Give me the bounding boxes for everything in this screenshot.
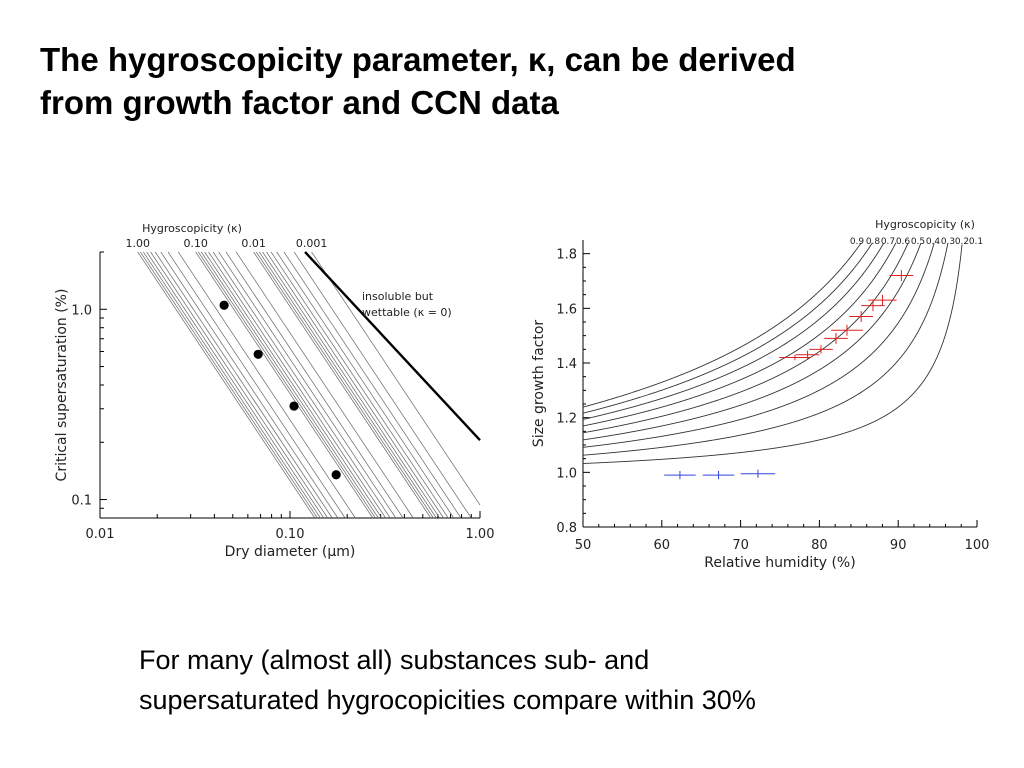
kappa-model-line bbox=[150, 251, 328, 519]
kappa-model-line bbox=[140, 251, 318, 519]
x-axis-label: Dry diameter (μm) bbox=[225, 544, 356, 560]
y-tick-label: 0.8 bbox=[556, 521, 577, 536]
x-axis-label: Relative humidity (%) bbox=[704, 555, 855, 571]
kappa-model-line bbox=[283, 251, 462, 519]
measured-point bbox=[219, 300, 229, 310]
caption-line-1: For many (almost all) substances sub- an… bbox=[139, 645, 650, 675]
top-tick-label: 0.5 bbox=[911, 237, 925, 247]
top-axis-label: Hygroscopicity (κ) bbox=[875, 218, 975, 231]
x-tick-label: 1.00 bbox=[466, 527, 495, 542]
top-tick-label: 0.9 bbox=[850, 237, 865, 247]
measured-point bbox=[289, 401, 299, 411]
kappa-model-line bbox=[208, 251, 386, 519]
kappa-model-line bbox=[270, 251, 449, 519]
top-tick-label: 0.7 bbox=[881, 237, 895, 247]
measured-point bbox=[253, 349, 263, 359]
insoluble-label-line-2: wettable (κ = 0) bbox=[362, 306, 452, 319]
x-tick-label: 80 bbox=[811, 538, 828, 553]
top-tick-label: 0.001 bbox=[296, 237, 328, 250]
kappa-curve bbox=[582, 243, 885, 420]
top-tick-label: 0.4 bbox=[926, 237, 941, 247]
kappa-model-line bbox=[262, 251, 440, 519]
top-tick-label: 0.2 bbox=[955, 237, 969, 247]
kappa-curve bbox=[582, 244, 963, 464]
top-tick-label: 0.10 bbox=[183, 237, 208, 250]
kappa-model-line bbox=[177, 251, 356, 519]
title-line-2: from growth factor and CCN data bbox=[40, 84, 559, 121]
kappa-model-line bbox=[225, 251, 404, 519]
kappa-curve bbox=[582, 242, 862, 408]
kappa-curve bbox=[582, 242, 873, 414]
kappa-model-line bbox=[143, 251, 321, 519]
kappa-model-line bbox=[195, 251, 374, 519]
kappa-curve bbox=[582, 243, 935, 448]
y-tick-label: 1.6 bbox=[556, 302, 577, 317]
y-tick-label: 1.0 bbox=[556, 466, 577, 481]
kappa-model-line bbox=[218, 251, 397, 519]
measured-point bbox=[331, 470, 341, 480]
caption: For many (almost all) substances sub- an… bbox=[139, 640, 999, 720]
kappa-model-line bbox=[253, 251, 432, 519]
kappa-model-line bbox=[204, 251, 383, 519]
x-tick-label: 90 bbox=[890, 538, 907, 553]
kappa-model-line bbox=[146, 251, 325, 519]
x-tick-label: 0.10 bbox=[276, 527, 305, 542]
top-axis-label: Hygroscopicity (κ) bbox=[142, 222, 242, 235]
top-tick-label: 0.1 bbox=[969, 237, 983, 247]
top-tick-label: 0.8 bbox=[866, 237, 881, 247]
y-tick-label: 1.2 bbox=[556, 412, 577, 427]
top-tick-label: 0.6 bbox=[896, 237, 911, 247]
y-tick-label: 1.8 bbox=[556, 248, 577, 263]
y-axis-label: Critical supersaturation (%) bbox=[54, 289, 70, 482]
y-tick-label: 0.1 bbox=[71, 494, 92, 509]
x-tick-label: 70 bbox=[732, 538, 749, 553]
slide-title: The hygroscopicity parameter, κ, can be … bbox=[40, 38, 1000, 124]
kappa-curve bbox=[582, 242, 909, 434]
y-axis-label: Size growth factor bbox=[531, 320, 547, 448]
kappa-curve bbox=[582, 242, 897, 427]
kappa-model-line bbox=[311, 251, 481, 506]
kappa-model-line bbox=[137, 251, 316, 519]
kappa-model-line bbox=[266, 251, 444, 519]
kappa-model-line bbox=[154, 251, 333, 519]
x-tick-label: 0.01 bbox=[86, 527, 115, 542]
kappa-model-line bbox=[160, 251, 339, 519]
kappa-model-line bbox=[201, 251, 379, 519]
top-tick-label: 1.00 bbox=[125, 237, 150, 250]
kappa-model-line bbox=[235, 251, 414, 519]
y-tick-label: 1.0 bbox=[71, 303, 92, 318]
kappa-model-line bbox=[167, 251, 346, 519]
kappa-model-line bbox=[258, 251, 437, 519]
top-tick-label: 0.01 bbox=[241, 237, 266, 250]
kappa-model-line bbox=[276, 251, 455, 519]
insoluble-label-line-1: insoluble but bbox=[362, 290, 434, 303]
kappa-model-line bbox=[256, 251, 434, 519]
insoluble-line bbox=[304, 251, 481, 442]
x-tick-label: 50 bbox=[575, 538, 592, 553]
kappa-model-line bbox=[293, 251, 472, 519]
kappa-curve bbox=[582, 243, 949, 456]
kappa-model-line bbox=[198, 251, 376, 519]
x-tick-label: 100 bbox=[965, 538, 990, 553]
x-tick-label: 60 bbox=[654, 538, 671, 553]
caption-line-2: supersaturated hygrocopicities compare w… bbox=[139, 685, 756, 715]
top-tick-label: 0.3 bbox=[941, 237, 955, 247]
kappa-model-line bbox=[212, 251, 391, 519]
title-line-1: The hygroscopicity parameter, κ, can be … bbox=[40, 41, 796, 78]
kappa-curve bbox=[582, 243, 922, 441]
y-tick-label: 1.4 bbox=[556, 357, 577, 372]
